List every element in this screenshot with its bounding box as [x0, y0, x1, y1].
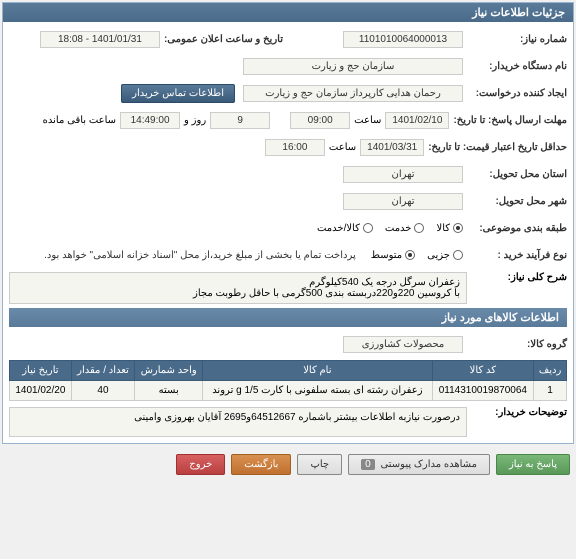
location-value: تهران	[343, 166, 463, 183]
group-value: محصولات کشاورزی	[343, 336, 463, 353]
cell-row: 1	[534, 381, 567, 401]
goods-section-header: اطلاعات کالاهای مورد نیاز	[9, 308, 567, 327]
payment-note: پرداخت تمام یا بخشی از مبلغ خرید،از محل …	[44, 250, 356, 261]
deadline-time-label: ساعت	[354, 115, 381, 126]
radio-dot-icon	[453, 250, 463, 260]
city-label: شهر محل تحویل:	[467, 196, 567, 207]
validity-time: 16:00	[265, 139, 325, 156]
deadline-time: 09:00	[290, 112, 350, 129]
details-panel: جزئیات اطلاعات نیاز شماره نیاز: 11010100…	[2, 2, 574, 444]
radio-goods-label: کالا	[436, 223, 450, 234]
radio-goods-service-label: کالا/خدمت	[317, 223, 360, 234]
days-label: روز و	[184, 115, 206, 126]
deadline-label: مهلت ارسال پاسخ: تا تاریخ:	[453, 115, 567, 126]
col-code: کد کالا	[432, 361, 534, 381]
validity-label: حداقل تاریخ اعتبار قیمت: تا تاریخ:	[428, 142, 567, 153]
announce-label: تاریخ و ساعت اعلان عمومی:	[164, 34, 283, 45]
col-unit: واحد شمارش	[135, 361, 203, 381]
process-label: نوع فرآیند خرید :	[467, 250, 567, 261]
goods-table: ردیف کد کالا نام کالا واحد شمارش تعداد /…	[9, 360, 567, 401]
cell-qty: 40	[71, 381, 134, 401]
buyer-value: سازمان حج و زیارت	[243, 58, 463, 75]
respond-button[interactable]: پاسخ به نیاز	[496, 454, 570, 475]
creator-label: ایجاد کننده درخواست:	[467, 88, 567, 99]
need-desc-label: شرح کلی نیاز:	[467, 272, 567, 304]
panel-body: شماره نیاز: 1101010064000013 تاریخ و ساع…	[3, 22, 573, 443]
attachments-button[interactable]: مشاهده مدارک پیوستی 0	[348, 454, 490, 475]
col-qty: تعداد / مقدار	[71, 361, 134, 381]
radio-medium[interactable]: متوسط	[371, 250, 415, 261]
col-date: تاریخ نیاز	[10, 361, 72, 381]
cell-name: زعفران رشته ای بسته سلفونی با کارت 1/5 g…	[203, 381, 432, 401]
cell-code: 0114310019870064	[432, 381, 534, 401]
location-label: استان محل تحویل:	[467, 169, 567, 180]
announce-value: 1401/01/31 - 18:08	[40, 31, 160, 48]
category-radio-group: کالا خدمت کالا/خدمت	[317, 223, 463, 234]
category-label: طبقه بندی موضوعی:	[467, 223, 567, 234]
group-label: گروه کالا:	[467, 339, 567, 350]
city-value: تهران	[343, 193, 463, 210]
validity-date: 1401/03/31	[360, 139, 424, 156]
radio-service[interactable]: خدمت	[385, 223, 425, 234]
radio-dot-icon	[414, 223, 424, 233]
back-button[interactable]: بازگشت	[231, 454, 291, 475]
col-name: نام کالا	[203, 361, 432, 381]
radio-service-label: خدمت	[385, 223, 412, 234]
col-row: ردیف	[534, 361, 567, 381]
print-button[interactable]: چاپ	[297, 454, 342, 475]
process-radio-group: جزیی متوسط	[371, 250, 463, 261]
cell-unit: بسته	[135, 381, 203, 401]
button-bar: پاسخ به نیاز مشاهده مدارک پیوستی 0 چاپ ب…	[0, 446, 576, 483]
creator-value: رحمان هدایی کارپرداز سازمان حج و زیارت	[243, 85, 463, 102]
need-number-value: 1101010064000013	[343, 31, 463, 48]
days-value: 9	[210, 112, 270, 129]
radio-goods[interactable]: کالا	[436, 223, 463, 234]
deadline-date: 1401/02/10	[385, 112, 449, 129]
remaining-time: 14:49:00	[120, 112, 180, 129]
need-number-label: شماره نیاز:	[467, 34, 567, 45]
radio-dot-icon	[363, 223, 373, 233]
radio-dot-icon	[405, 250, 415, 260]
radio-medium-label: متوسط	[371, 250, 402, 261]
validity-time-label: ساعت	[329, 142, 356, 153]
panel-title: جزئیات اطلاعات نیاز	[3, 3, 573, 22]
attachments-label: مشاهده مدارک پیوستی	[380, 459, 477, 470]
buyer-notes-value: درصورت نیازبه اطلاعات بیشتر باشماره 6451…	[9, 407, 467, 437]
table-row[interactable]: 1 0114310019870064 زعفران رشته ای بسته س…	[10, 381, 567, 401]
buyer-label: نام دستگاه خریدار:	[467, 61, 567, 72]
radio-goods-service[interactable]: کالا/خدمت	[317, 223, 373, 234]
radio-dot-icon	[453, 223, 463, 233]
buyer-notes-label: توضیحات خریدار:	[467, 407, 567, 437]
contact-buyer-button[interactable]: اطلاعات تماس خریدار	[121, 84, 235, 103]
attachments-count: 0	[361, 459, 375, 470]
exit-button[interactable]: خروج	[176, 454, 225, 475]
table-header-row: ردیف کد کالا نام کالا واحد شمارش تعداد /…	[10, 361, 567, 381]
cell-date: 1401/02/20	[10, 381, 72, 401]
need-desc-value: زعفران سرگل درجه یک 540کیلوگرم با کروسین…	[9, 272, 467, 304]
remaining-label: ساعت باقی مانده	[43, 115, 116, 126]
radio-small[interactable]: جزیی	[427, 250, 463, 261]
radio-small-label: جزیی	[427, 250, 450, 261]
